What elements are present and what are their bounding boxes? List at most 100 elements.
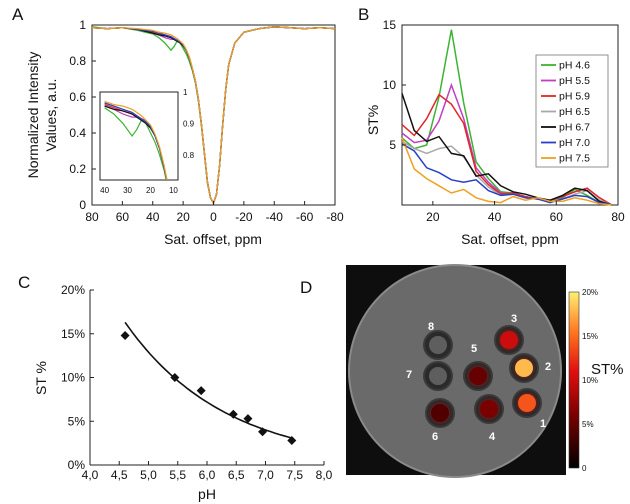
panel-a-y-tick-label: 0.8 (69, 54, 86, 68)
panel-a-y-axis-label-line-1: Normalized Intensity (25, 52, 41, 179)
vial-2-signal (515, 359, 533, 377)
panel-b-series-line-5 (401, 143, 612, 206)
panel-b-series-lines (401, 29, 613, 206)
panel-a-x-tick-label: 0 (210, 210, 217, 224)
panel-d: 1 2 3 4 5 6 7 8 D 20% 15% 10% 5% 0 ST% (300, 264, 624, 478)
panel-c-y-tick-label: 5% (68, 414, 86, 428)
colorbar-tick-label: 0 (582, 464, 587, 473)
panel-d-letter: D (300, 278, 312, 297)
panel-b-x-tick-label: 20 (426, 210, 440, 224)
panel-c-data-point (170, 373, 180, 382)
panel-b-legend: pH 4.6 pH 5.5 pH 5.9 pH 6.5 pH 6.7 pH 7.0 pH 7… (541, 60, 590, 165)
panel-a-inset-x-tick-label: 20 (146, 186, 155, 195)
panel-a: A 80 60 40 20 0 -20 -40 -60 -80 0 0.2 0.4 0.6 0.8 1 Sa… (12, 5, 344, 247)
panel-b-legend-label: pH 5.9 (559, 91, 590, 103)
panel-a-inset-series-lines (104, 100, 168, 180)
colorbar-tick-label: 20% (582, 288, 598, 297)
panel-b-x-axis-label: Sat. offset, ppm (461, 231, 559, 247)
panel-a-y-tick-label: 0.4 (69, 126, 86, 140)
panel-a-inset-series-line-4 (104, 105, 168, 180)
panel-b-x-tick-label: 80 (611, 210, 625, 224)
panel-b-ticks: 20 40 60 80 5 10 15 (383, 18, 625, 224)
panel-a-series-lines (91, 26, 336, 205)
panel-a-x-tick-label: -60 (296, 210, 314, 224)
panel-a-inset-y-tick-label: 0.8 (183, 151, 195, 160)
panel-a-x-tick-label: 60 (116, 210, 130, 224)
panel-a-inset-series-line-0 (104, 107, 167, 180)
panel-a-y-axis-label-line-2: Values, a.u. (43, 79, 59, 152)
panel-a-inset-x-tick-label: 40 (100, 186, 109, 195)
panel-a-y-tick-label: 1 (79, 18, 86, 32)
panel-b-y-axis-label: ST% (365, 105, 381, 135)
panel-c-letter: C (18, 273, 30, 292)
panel-b-legend-label: pH 7.0 (559, 137, 590, 149)
vial-4-label: 4 (489, 431, 496, 443)
panel-a-x-axis-label: Sat. offset, ppm (164, 231, 262, 247)
panel-b-legend-label: pH 6.7 (559, 122, 590, 134)
mri-phantom-rim (348, 264, 562, 478)
panel-c-points (120, 331, 297, 445)
vial-3-label: 3 (511, 313, 517, 325)
vial-1-signal (518, 394, 536, 412)
panel-c-data-point (243, 414, 253, 424)
vial-6-signal (431, 404, 449, 422)
vial-5-signal (469, 367, 487, 385)
vial-4-signal (480, 400, 498, 418)
panel-c-data-point (120, 331, 130, 340)
panel-c-y-tick-label: 15% (61, 327, 85, 341)
vial-6-label: 6 (432, 431, 438, 443)
colorbar-tick-label: 15% (582, 332, 598, 341)
panel-b-legend-label: pH 6.5 (559, 106, 590, 118)
panel-a-inset-y-tick-label: 1 (183, 88, 188, 97)
panel-a-x-tick-label: 20 (176, 210, 190, 224)
vial-3-signal (500, 331, 518, 349)
panel-c-y-tick-label: 20% (61, 283, 85, 297)
panel-a-x-tick-label: 40 (146, 210, 160, 224)
vial-7-signal (429, 367, 447, 385)
panel-c-x-tick-label: 6,0 (199, 468, 216, 482)
panel-a-ticks: 80 60 40 20 0 -20 -40 -60 -80 0 0.2 0.4 0.6 0.8 1 (69, 18, 344, 224)
vial-5-label: 5 (471, 343, 477, 355)
panel-c-ticks: 4,0 4,5 5,0 5,5 6,0 6,5 7,0 7,5 8,0 0% 5% 10% 15% 20% (61, 283, 333, 482)
panel-a-inset-x-tick-label: 30 (123, 186, 132, 195)
panel-c-x-tick-label: 7,0 (257, 468, 274, 482)
vial-8-signal (429, 336, 447, 354)
panel-c-x-tick-label: 6,5 (228, 468, 245, 482)
panel-c-x-tick-label: 4,0 (82, 468, 99, 482)
panel-c-data-point (258, 427, 268, 437)
panel-b-series-line-0 (401, 29, 612, 206)
panel-b-series-line-4 (401, 93, 613, 206)
panel-b-series-line-6 (401, 137, 612, 206)
vial-1-label: 1 (540, 418, 546, 430)
panel-a-inset-frame (99, 91, 179, 181)
colorbar-ticks: 20% 15% 10% 5% 0 (582, 288, 598, 473)
panel-c-x-axis-label: pH (198, 486, 216, 502)
panel-a-inset-x-tick-label: 10 (169, 186, 178, 195)
panel-b-x-tick-label: 40 (488, 210, 502, 224)
panel-c-x-tick-label: 8,0 (316, 468, 333, 482)
mri-phantom-disc (349, 265, 561, 477)
vial-8-label: 8 (428, 321, 434, 333)
panel-a-x-tick-label: 80 (85, 210, 99, 224)
panel-c-x-tick-label: 5,0 (140, 468, 157, 482)
panel-c-y-axis-label: ST % (33, 361, 49, 395)
vial-7-label: 7 (406, 369, 412, 381)
panel-c-data-point (287, 436, 297, 445)
panel-b-y-tick-label: 15 (383, 18, 397, 32)
panel-b-legend-label: pH 5.5 (559, 75, 590, 87)
colorbar-tick-label: 5% (582, 420, 594, 429)
panel-a-y-tick-label: 0.6 (69, 90, 86, 104)
panel-c-data-point (196, 386, 206, 396)
panel-b-x-tick-label: 60 (550, 210, 564, 224)
panel-a-series-line-6 (91, 26, 336, 205)
panel-a-inset-ticks: 40 30 20 10 1 0.9 0.8 (100, 88, 195, 195)
panel-c-x-tick-label: 5,5 (169, 468, 186, 482)
panel-c-data-point (228, 409, 238, 419)
panel-a-inset-series-line-6 (104, 100, 168, 180)
panel-b-legend-label: pH 7.5 (559, 153, 590, 165)
mri-vials: 1 2 3 4 5 6 7 8 (406, 313, 551, 443)
colorbar-label: ST% (591, 361, 624, 378)
colorbar (568, 291, 580, 469)
panel-b-letter: B (358, 5, 369, 24)
